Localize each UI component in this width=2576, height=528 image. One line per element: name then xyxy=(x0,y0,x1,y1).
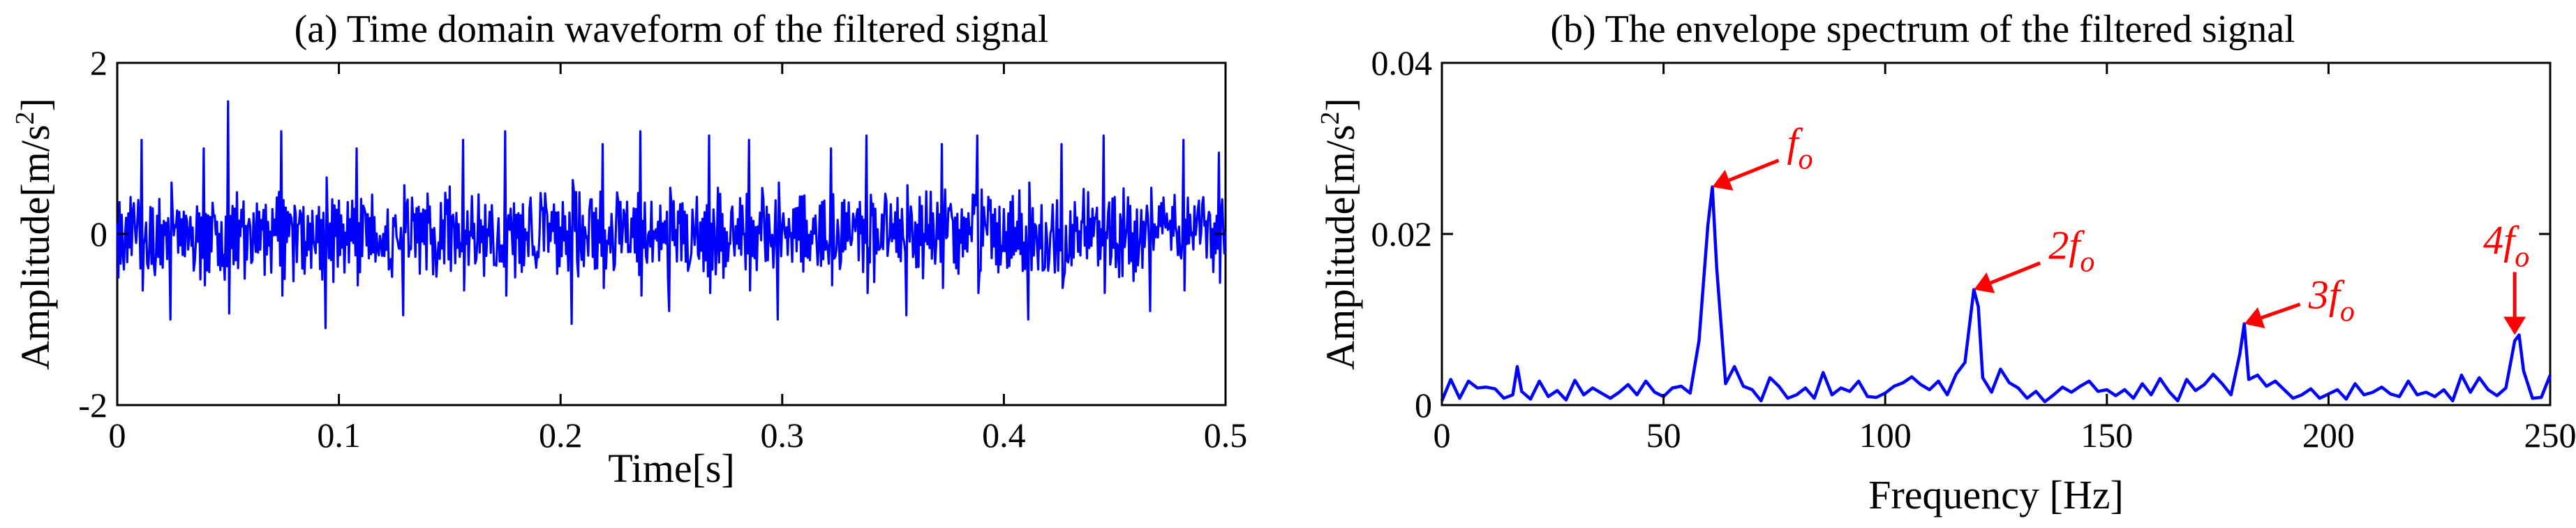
x-tick-label: 0.2 xyxy=(539,416,583,455)
y-tick-label: 2 xyxy=(90,43,107,82)
chart-title: (b) The envelope spectrum of the filtere… xyxy=(1550,8,2295,51)
x-tick-label: 200 xyxy=(2302,416,2355,455)
x-tick-label: 250 xyxy=(2524,416,2576,455)
x-tick-label: 0.1 xyxy=(317,416,361,455)
panel-time-domain: (a) Time domain waveform of the filtered… xyxy=(10,8,1247,491)
chart-title: (a) Time domain waveform of the filtered… xyxy=(295,8,1049,51)
y-tick-group: -2 0 2 xyxy=(78,43,1226,425)
annotation-arrow-head xyxy=(1974,272,1995,293)
x-tick-label: 0.3 xyxy=(761,416,805,455)
x-axis-label: Frequency [Hz] xyxy=(1868,472,2124,518)
annotation-arrow-shaft xyxy=(1728,159,1780,182)
x-tick-label: 50 xyxy=(1646,416,1681,455)
x-tick-label: 0.5 xyxy=(1204,416,1248,455)
y-tick-group: 0 0.02 0.04 xyxy=(1371,43,2550,425)
x-tick-group: 0 50 100 150 200 250 xyxy=(1434,63,2576,455)
y-tick-label: 0 xyxy=(90,214,107,254)
y-axis-label: Amplitude[m/s2] xyxy=(10,98,58,370)
panel-envelope-spectrum: (b) The envelope spectrum of the filtere… xyxy=(1316,8,2576,518)
x-tick-group: 0 0.1 0.2 0.3 0.4 0.5 xyxy=(109,63,1248,455)
x-tick-label: 100 xyxy=(1859,416,1912,455)
annotation-arrow-head xyxy=(2503,316,2526,335)
annotation-arrow-head xyxy=(1712,170,1734,191)
x-tick-label: 0.4 xyxy=(982,416,1026,455)
y-tick-label: 0.04 xyxy=(1371,43,1433,82)
spectrum-line xyxy=(1440,185,2552,404)
signal-line xyxy=(116,100,1227,330)
annotation-label: 3fo xyxy=(2308,272,2355,328)
y-axis-label: Amplitude[m/s2] xyxy=(1316,98,1363,370)
series-group xyxy=(1440,185,2552,404)
annotation-arrow-shaft xyxy=(2261,302,2301,320)
x-tick-label: 0 xyxy=(1434,416,1451,455)
annotation-label: 2fo xyxy=(2048,223,2094,279)
y-tick-label: 0 xyxy=(1415,386,1432,425)
x-axis-label: Time[s] xyxy=(608,446,735,491)
x-tick-label: 0 xyxy=(109,416,126,455)
x-tick-label: 150 xyxy=(2080,416,2133,455)
y-tick-label: 0.02 xyxy=(1371,214,1433,254)
annotation-arrow-shaft xyxy=(1990,261,2041,285)
annotation-arrow-head xyxy=(2244,307,2265,329)
y-tick-label: -2 xyxy=(78,386,107,425)
annotation-label: 4fo xyxy=(2483,218,2529,274)
plot-frame xyxy=(1440,61,2552,406)
series-group xyxy=(116,100,1227,330)
